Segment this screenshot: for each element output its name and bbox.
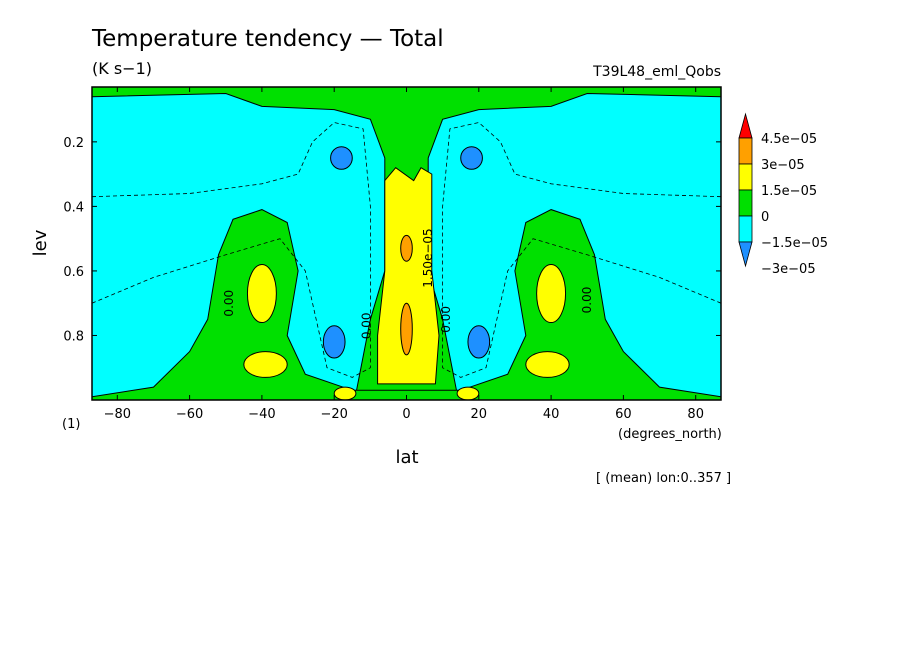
- x-tick-label-3: −20: [320, 407, 347, 422]
- contour-label-3: 0.00: [439, 306, 453, 333]
- positive-core-lower: [400, 302, 413, 356]
- positive-max-north: [536, 263, 567, 324]
- x-tick-label-8: 80: [687, 407, 704, 422]
- colorbar-swatch-0: [738, 137, 753, 165]
- contour-label-2: 1.50e−05: [421, 228, 435, 287]
- colorbar-label-4: −1.5e−05: [761, 236, 828, 251]
- y-axis: 0.2 0.4 0.6 0.8: [63, 136, 721, 344]
- contour-label-4: 0.00: [580, 287, 594, 314]
- colorbar-label-2: 1.5e−05: [761, 184, 817, 199]
- x-tick-label-7: 60: [615, 407, 632, 422]
- y-axis-label: lev: [30, 229, 51, 256]
- colorbar-label-5: −3e−05: [761, 262, 816, 277]
- x-axis-label: lat: [395, 447, 418, 468]
- y-tick-label-1: 0.4: [63, 200, 84, 215]
- plot-area: 0.00 0.00 1.50e−05 0.00 0.00: [91, 86, 722, 401]
- negative-core-se-lower: [467, 325, 491, 359]
- positive-core-upper: [400, 234, 413, 262]
- x-units-label: (degrees_north): [618, 427, 722, 442]
- colorbar-swatch-2: [738, 189, 753, 217]
- x-tick-label-2: −40: [248, 407, 275, 422]
- x-axis: −80 −60 −40 −20 0 20 40 60 80: [104, 87, 704, 422]
- negative-core-sw-upper: [330, 146, 353, 170]
- footnote: [ (mean) lon:0..357 ]: [596, 471, 731, 486]
- negative-contour-north: [442, 122, 721, 378]
- x-tick-label-0: −80: [104, 407, 131, 422]
- colorbar-swatch-min: [738, 241, 753, 268]
- negative-core-sw-lower: [322, 325, 346, 359]
- x-tick-label-1: −60: [176, 407, 203, 422]
- run-label: T39L48_eml_Qobs: [592, 64, 721, 80]
- positive-max-column: [377, 167, 440, 385]
- y-tick-label-3: 0.8: [63, 329, 84, 344]
- colorbar-swatch-max: [738, 112, 753, 139]
- colorbar-swatch-3: [738, 215, 753, 243]
- negative-core-se-upper: [460, 146, 483, 170]
- colorbar-swatch-1: [738, 163, 753, 191]
- positive-max-north-lower: [525, 351, 570, 378]
- positive-max-south-sfc: [333, 386, 357, 400]
- x-tick-label-6: 40: [543, 407, 560, 422]
- colorbar: 4.5e−05 3e−05 1.5e−05 0 −1.5e−05 −3e−05: [738, 112, 828, 277]
- colorbar-label-1: 3e−05: [761, 158, 805, 173]
- x-tick-label-4: 0: [402, 407, 410, 422]
- contour-label-1: 0.00: [359, 312, 373, 339]
- colorbar-label-0: 4.5e−05: [761, 132, 817, 147]
- chart-title: Temperature tendency — Total: [91, 26, 444, 52]
- negative-contour-south: [92, 122, 371, 378]
- positive-max-south: [246, 263, 277, 324]
- units-label: (K s−1): [92, 59, 152, 78]
- contour-label-0: 0.00: [222, 290, 236, 317]
- y-tick-label-0: 0.2: [63, 136, 84, 151]
- positive-max-north-sfc: [456, 386, 480, 400]
- colorbar-label-3: 0: [761, 210, 769, 225]
- positive-max-south-lower: [243, 351, 288, 378]
- x-tick-label-5: 20: [471, 407, 488, 422]
- y-tick-label-2: 0.6: [63, 265, 84, 280]
- y-units-label: (1): [62, 417, 80, 432]
